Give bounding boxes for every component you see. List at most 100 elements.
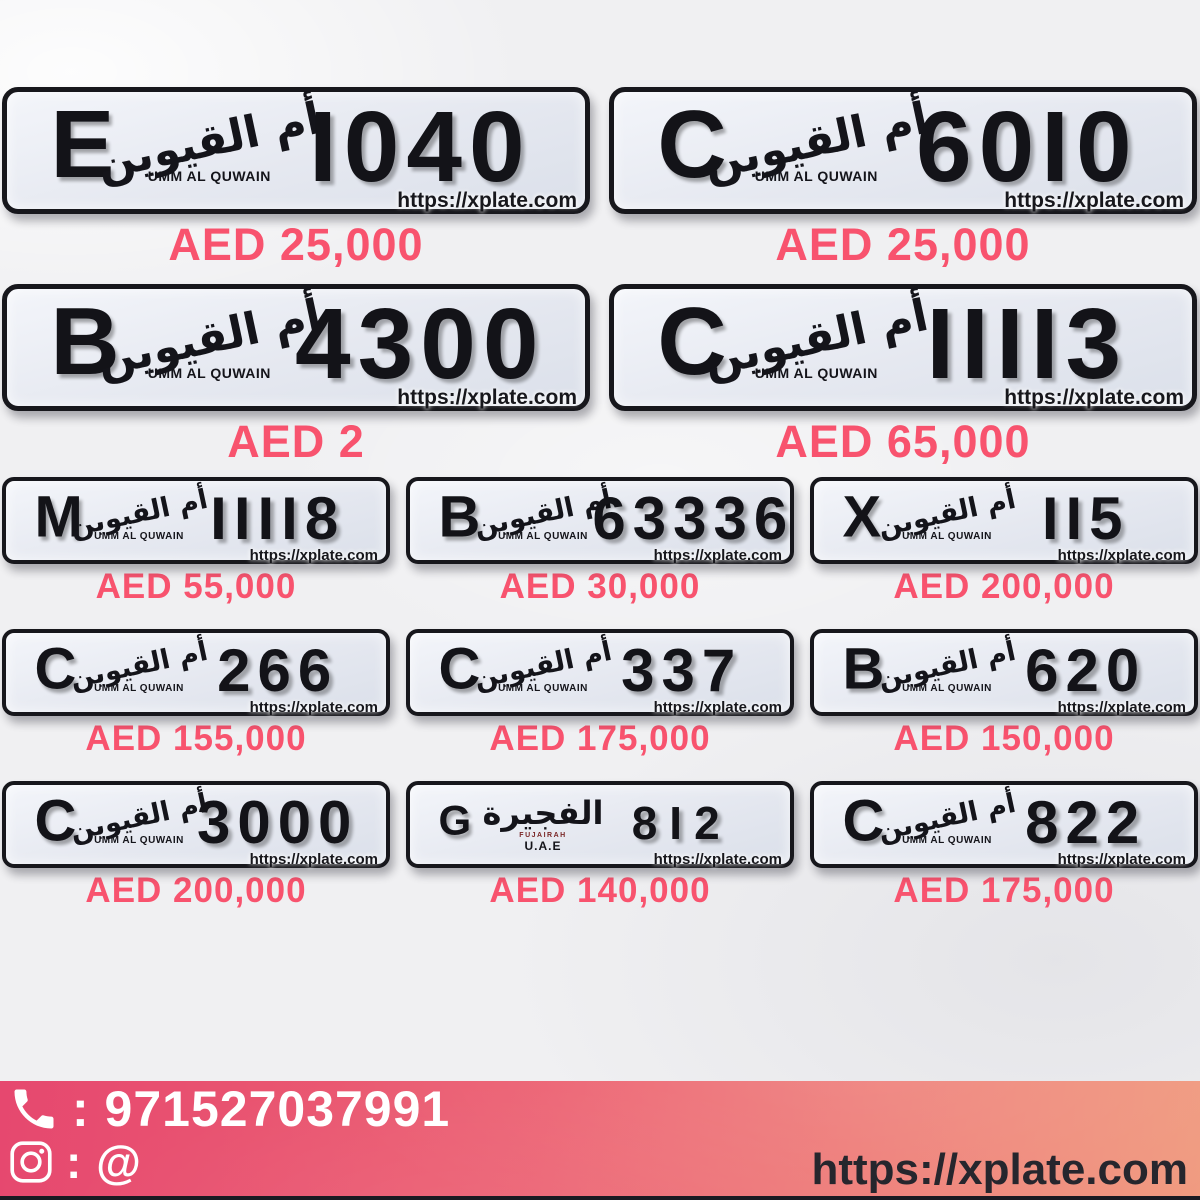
price-label: AED 2 (227, 416, 365, 467)
bottom-edge-strip (0, 1196, 1200, 1200)
price-label: AED 25,000 (775, 219, 1031, 270)
emirate-emblem: أم القيوين UMM AL QUWAIN (875, 788, 1018, 847)
plate-listing: M أم القيوين UMM AL QUWAIN IIII8 https:/… (2, 477, 390, 606)
plate-number: 63336 (592, 484, 795, 552)
emirate-name: UMM AL QUWAIN (498, 531, 588, 543)
emirate-emblem: أم القيوين UMM AL QUWAIN (67, 788, 210, 847)
plate-number: IIII3 (926, 288, 1129, 401)
license-plate: G الفجيرة FUJAIRAH U.A.E 8I2 https://xpl… (406, 781, 794, 868)
plate-number: 4300 (295, 288, 546, 401)
plate-letter: B (50, 288, 120, 396)
price-label: AED 175,000 (489, 719, 711, 758)
price-label: AED 55,000 (95, 567, 297, 606)
license-plate: B أم القيوين UMM AL QUWAIN 620 https://x… (810, 629, 1198, 716)
emirate-name: UMM AL QUWAIN (902, 683, 992, 695)
emirate-emblem: أم القيوين UMM AL QUWAIN (471, 484, 614, 543)
watermark-url: https://xplate.com (1057, 547, 1186, 564)
emirate-emblem: أم القيوين UMM AL QUWAIN (93, 290, 326, 387)
price-label: AED 175,000 (893, 871, 1115, 910)
plate-listing: G الفجيرة FUJAIRAH U.A.E 8I2 https://xpl… (406, 781, 794, 910)
plate-number: IIII8 (210, 484, 346, 552)
license-plate: C أم القيوين UMM AL QUWAIN 60I0 https://… (609, 87, 1197, 214)
plate-letter: C (438, 636, 481, 702)
phone-contact: : 971527037991 (8, 1083, 450, 1135)
emirate-name: UMM AL QUWAIN (754, 364, 878, 381)
price-label: AED 30,000 (499, 567, 701, 606)
plate-listing: C أم القيوين UMM AL QUWAIN 266 https://x… (2, 629, 390, 758)
plate-listing: B أم القيوين UMM AL QUWAIN 620 https://x… (810, 629, 1198, 758)
emirate-emblem: أم القيوين UMM AL QUWAIN (67, 484, 210, 543)
plate-number: 337 (621, 636, 743, 704)
price-label: AED 150,000 (893, 719, 1115, 758)
license-plate: C أم القيوين UMM AL QUWAIN 822 https://x… (810, 781, 1198, 868)
license-plate: C أم القيوين UMM AL QUWAIN 337 https://x… (406, 629, 794, 716)
emirate-name: U.A.E (524, 839, 562, 854)
emirate-arabic-calligraphy: الفجيرة (482, 794, 604, 833)
watermark-url: https://xplate.com (653, 699, 782, 716)
plate-number: II5 (1041, 484, 1130, 552)
emirate-name: UMM AL QUWAIN (754, 167, 878, 184)
emirate-emblem: أم القيوين UMM AL QUWAIN (700, 290, 933, 387)
watermark-url: https://xplate.com (249, 699, 378, 716)
emirate-name: UMM AL QUWAIN (902, 835, 992, 847)
plate-letter: X (842, 484, 882, 550)
license-plate: C أم القيوين UMM AL QUWAIN 266 https://x… (2, 629, 390, 716)
emirate-name: UMM AL QUWAIN (902, 531, 992, 543)
watermark-url: https://xplate.com (1057, 699, 1186, 716)
plate-listing: X أم القيوين UMM AL QUWAIN II5 https://x… (810, 477, 1198, 606)
plate-letter: C (34, 636, 77, 702)
emirate-emblem: أم القيوين UMM AL QUWAIN (700, 93, 933, 190)
footer-bar: : 971527037991 : @ https://xplate.com (0, 1081, 1200, 1200)
emirate-name: UMM AL QUWAIN (94, 683, 184, 695)
license-plate: M أم القيوين UMM AL QUWAIN IIII8 https:/… (2, 477, 390, 564)
license-plate: C أم القيوين UMM AL QUWAIN IIII3 https:/… (609, 284, 1197, 411)
plate-listing: C أم القيوين UMM AL QUWAIN IIII3 https:/… (609, 284, 1197, 465)
watermark-url: https://xplate.com (397, 386, 577, 409)
plate-listing: C أم القيوين UMM AL QUWAIN 822 https://x… (810, 781, 1198, 910)
plate-listing: C أم القيوين UMM AL QUWAIN 3000 https://… (2, 781, 390, 910)
price-label: AED 200,000 (893, 567, 1115, 606)
license-plate: E أم القيوين UMM AL QUWAIN I040 https://… (2, 87, 590, 214)
instagram-contact: : @ (8, 1139, 142, 1185)
plate-letter: B (438, 484, 481, 550)
phone-icon (14, 1089, 54, 1129)
instagram-icon (10, 1141, 52, 1183)
plate-letter: E (50, 91, 115, 199)
plate-letter: C (657, 91, 727, 199)
instagram-handle: : @ (66, 1136, 142, 1188)
watermark-url: https://xplate.com (1057, 851, 1186, 868)
license-plate: C أم القيوين UMM AL QUWAIN 3000 https://… (2, 781, 390, 868)
plate-number: 3000 (196, 788, 359, 856)
emirate-emblem: أم القيوين UMM AL QUWAIN (67, 636, 210, 695)
website-url: https://xplate.com (811, 1145, 1189, 1194)
price-label: AED 25,000 (168, 219, 424, 270)
plate-number: 60I0 (915, 91, 1139, 204)
watermark-url: https://xplate.com (653, 851, 782, 868)
plate-number: I040 (308, 91, 532, 204)
plate-letter: B (842, 636, 885, 702)
plate-listing: E أم القيوين UMM AL QUWAIN I040 https://… (2, 87, 590, 268)
emirate-name: UMM AL QUWAIN (94, 531, 184, 543)
emirate-emblem: أم القيوين UMM AL QUWAIN (471, 636, 614, 695)
watermark-url: https://xplate.com (1004, 189, 1184, 212)
price-label: AED 155,000 (85, 719, 307, 758)
phone-number: : 971527037991 (72, 1081, 451, 1137)
plate-listing: B أم القيوين UMM AL QUWAIN 63336 https:/… (406, 477, 794, 606)
emirate-emblem: أم القيوين UMM AL QUWAIN (875, 636, 1018, 695)
price-label: AED 65,000 (775, 416, 1031, 467)
plate-listing: C أم القيوين UMM AL QUWAIN 337 https://x… (406, 629, 794, 758)
emirate-emblem: أم القيوين UMM AL QUWAIN (875, 484, 1018, 543)
watermark-url: https://xplate.com (249, 547, 378, 564)
emirate-name: UMM AL QUWAIN (498, 683, 588, 695)
price-label: AED 200,000 (85, 871, 307, 910)
emirate-name: UMM AL QUWAIN (94, 835, 184, 847)
emirate-emblem: أم القيوين UMM AL QUWAIN (93, 93, 326, 190)
plate-listing: B أم القيوين UMM AL QUWAIN 4300 https://… (2, 284, 590, 465)
emirate-name: UMM AL QUWAIN (147, 167, 271, 184)
plate-number: 620 (1025, 636, 1147, 704)
plate-number: 266 (217, 636, 339, 704)
watermark-url: https://xplate.com (1004, 386, 1184, 409)
emirate-emblem: الفجيرة FUJAIRAH U.A.E (483, 797, 604, 853)
plate-letter: C (657, 288, 727, 396)
